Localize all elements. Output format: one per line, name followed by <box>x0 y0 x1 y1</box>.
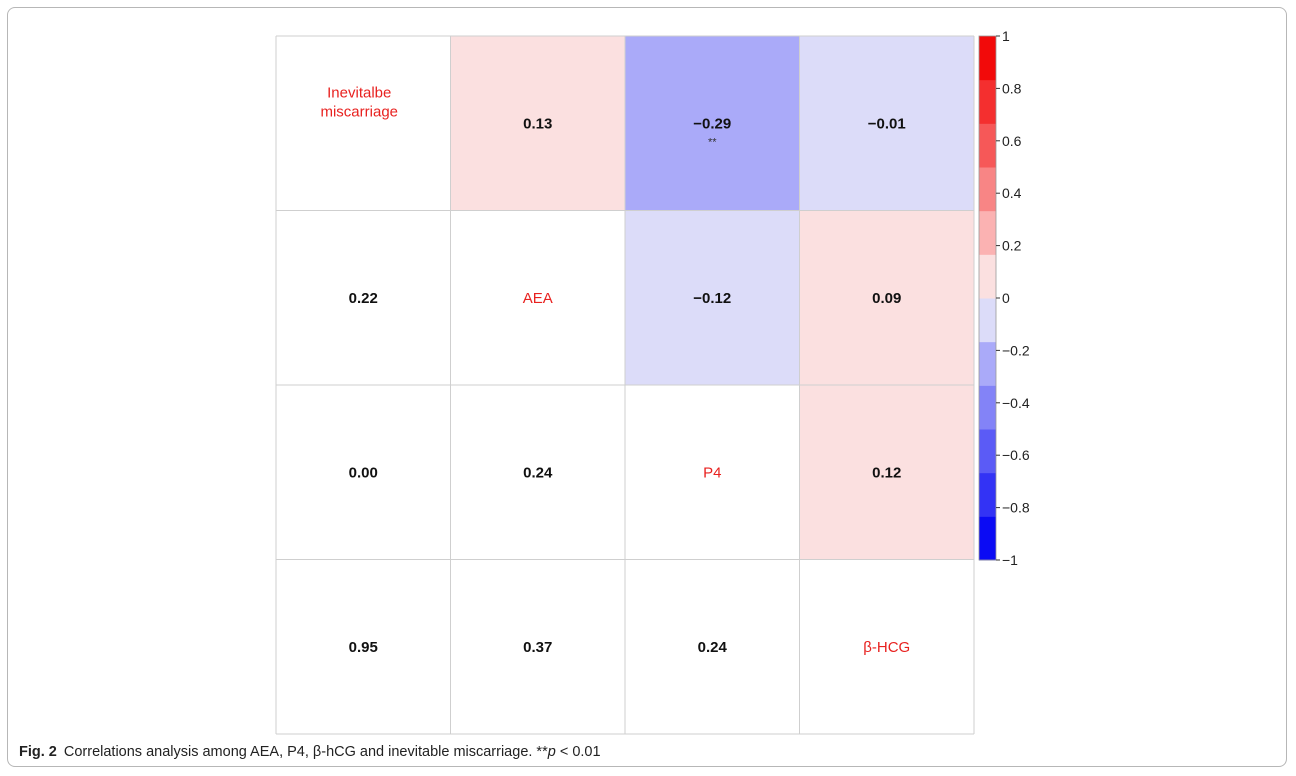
p-value-label: 0.95 <box>349 639 378 656</box>
heatmap-cell-bg <box>276 210 451 385</box>
caption-text: Correlations analysis among AEA, P4, β-h… <box>63 744 548 760</box>
heatmap-cell <box>625 36 800 211</box>
p-value-label: 0.24 <box>698 639 728 656</box>
correlation-value-label: −0.01 <box>868 115 906 132</box>
correlation-value-label: −0.12 <box>693 290 731 307</box>
colorbar-tick-label: −1 <box>1002 552 1018 568</box>
p-value-label: 0.37 <box>523 639 552 656</box>
colorbar-bin <box>979 167 996 212</box>
colorbar-bin <box>979 516 996 561</box>
heatmap-cell-bg <box>450 385 625 560</box>
correlation-value-label: 0.12 <box>872 464 901 481</box>
colorbar-bin <box>979 385 996 430</box>
colorbar-tick-label: 1 <box>1002 28 1010 44</box>
colorbar-bin <box>979 79 996 124</box>
p-value-label: 0.00 <box>349 464 378 481</box>
variable-label: Inevitalbe miscarriage <box>320 84 398 120</box>
correlation-value-label: 0.13 <box>523 115 552 132</box>
heatmap-cell <box>799 210 974 385</box>
p-value-label: 0.24 <box>523 464 553 481</box>
significance-marker: ** <box>708 136 717 148</box>
heatmap-cell <box>799 36 974 211</box>
colorbar-bin <box>979 210 996 255</box>
correlation-heatmap: 0.13 −0.29 ** −0.01 −0.12 0.09 0.12 0.22 0.00 0.2… <box>275 28 1030 735</box>
colorbar-tick-label: 0.8 <box>1002 80 1022 96</box>
colorbar-bin <box>979 341 996 386</box>
heatmap-cell-bg <box>625 385 800 560</box>
colorbar-bin <box>979 254 996 299</box>
heatmap-cell-bg <box>625 559 800 734</box>
heatmap-cell <box>625 210 800 385</box>
colorbar-bin <box>979 429 996 474</box>
colorbar-tick-label: 0.6 <box>1002 133 1022 149</box>
correlation-value-label: −0.29 <box>693 115 731 132</box>
heatmap-cell-bg <box>276 36 451 211</box>
colorbar-tick-label: −0.6 <box>1002 447 1030 463</box>
correlation-value-label: 0.09 <box>872 290 901 307</box>
variable-label: AEA <box>523 290 553 307</box>
heatmap-cell <box>450 36 625 211</box>
colorbar-tick-label: −0.4 <box>1002 395 1030 411</box>
colorbar-tick-label: 0 <box>1002 290 1010 306</box>
colorbar-tick-label: 0.4 <box>1002 185 1022 201</box>
heatmap-cell-bg <box>276 385 451 560</box>
caption-tail: < 0.01 <box>555 744 601 760</box>
colorbar-bin <box>979 298 996 343</box>
figure-caption: Fig. 2 Correlations analysis among AEA, P… <box>19 744 601 760</box>
heatmap-cell-bg <box>276 559 451 734</box>
colorbar-bin <box>979 36 996 81</box>
p-value-label: 0.22 <box>349 290 378 307</box>
figure-frame <box>7 7 1287 767</box>
caption-p-symbol: p <box>547 744 556 760</box>
colorbar-tick-label: −0.8 <box>1002 500 1030 516</box>
heatmap-cell-bg <box>450 559 625 734</box>
colorbar-bin <box>979 472 996 517</box>
colorbar-bin <box>979 123 996 168</box>
heatmap-cell-bg <box>799 559 974 734</box>
heatmap-cell-bg <box>450 210 625 385</box>
variable-label: β-HCG <box>863 639 910 656</box>
colorbar-tick-label: −0.2 <box>1002 342 1030 358</box>
colorbar-tick-label: 0.2 <box>1002 238 1022 254</box>
figure-label: Fig. 2 <box>19 744 57 760</box>
variable-label: P4 <box>703 464 721 481</box>
heatmap-cell <box>799 385 974 560</box>
